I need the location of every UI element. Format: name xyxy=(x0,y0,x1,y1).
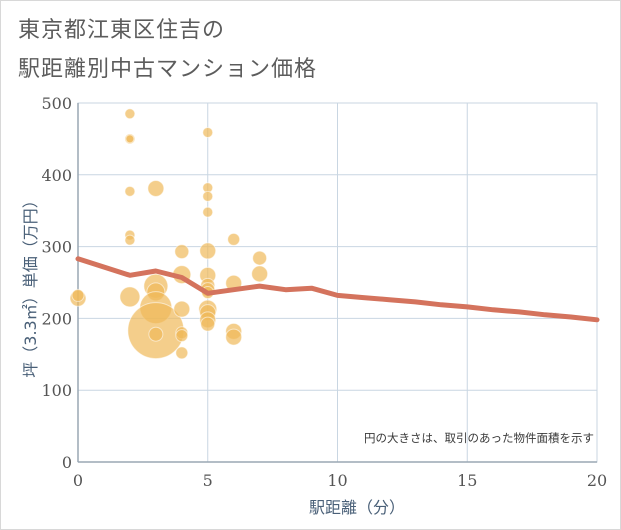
bubble-23 xyxy=(202,190,214,202)
y-tick-label-0: 0 xyxy=(62,453,72,472)
grid-lines xyxy=(77,102,598,463)
bubble-14 xyxy=(148,326,164,342)
bubble-series xyxy=(69,108,269,360)
chart-title-line-1: 東京都江東区住吉の xyxy=(18,18,226,43)
bubble-17 xyxy=(173,300,191,318)
bubble-37 xyxy=(225,328,243,346)
y-axis-title: 坪（3.3㎡）単価（万円） xyxy=(21,192,40,377)
x-tick-label-3: 15 xyxy=(457,471,477,490)
bubble-15 xyxy=(174,244,190,260)
trend-line xyxy=(75,256,600,323)
bubble-24 xyxy=(202,206,214,218)
chart-title-line-2: 駅距離別中古マンション価格 xyxy=(18,57,318,82)
bubble-8 xyxy=(119,286,141,308)
bubble-20 xyxy=(175,346,189,360)
bubble-19 xyxy=(175,329,189,343)
bubble-1 xyxy=(71,288,85,302)
bubble-38 xyxy=(252,250,268,266)
x-tick-label-4: 20 xyxy=(587,471,607,490)
bubble-39 xyxy=(251,265,269,283)
trend-line-layer xyxy=(75,256,600,323)
bubble-size-note: 円の大きさは、取引のあった物件面積を示す xyxy=(364,431,594,445)
bubble-33 xyxy=(200,316,216,332)
y-tick-label-1: 100 xyxy=(41,381,72,400)
y-tick-label-4: 400 xyxy=(41,166,72,185)
bubble-2 xyxy=(124,108,136,120)
bubble-9 xyxy=(147,179,165,197)
y-tick-label-2: 200 xyxy=(41,309,72,328)
y-tick-label-5: 500 xyxy=(41,94,72,113)
y-tick-label-3: 300 xyxy=(41,238,72,257)
bubble-7 xyxy=(124,234,136,246)
bubble-4 xyxy=(125,134,135,144)
x-tick-label-1: 5 xyxy=(203,471,213,490)
bubble-5 xyxy=(124,185,136,197)
bubble-21 xyxy=(202,126,214,138)
bubble-25 xyxy=(199,242,217,260)
x-tick-label-2: 10 xyxy=(327,471,347,490)
x-tick-label-0: 0 xyxy=(73,471,83,490)
bubble-34 xyxy=(227,232,241,246)
x-axis-title: 駅距離（分） xyxy=(309,498,405,517)
